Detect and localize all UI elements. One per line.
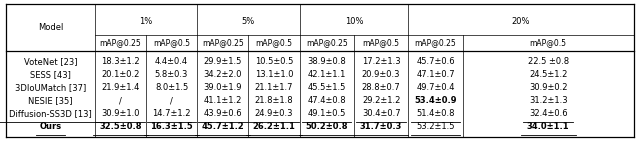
Text: /: /: [170, 96, 173, 105]
Text: 21.1±1.7: 21.1±1.7: [255, 83, 293, 92]
Text: mAP@0.25: mAP@0.25: [202, 38, 244, 48]
Text: 18.3±1.2: 18.3±1.2: [101, 57, 140, 66]
Text: 30.9±0.2: 30.9±0.2: [529, 83, 568, 92]
Text: 53.4±0.9: 53.4±0.9: [414, 96, 457, 105]
Text: 42.1±1.1: 42.1±1.1: [308, 70, 346, 79]
Text: 21.8±1.8: 21.8±1.8: [255, 96, 293, 105]
Text: mAP@0.5: mAP@0.5: [153, 38, 190, 48]
Text: 32.4±0.6: 32.4±0.6: [529, 109, 568, 118]
Text: 41.1±1.2: 41.1±1.2: [204, 96, 242, 105]
Text: 13.1±1.0: 13.1±1.0: [255, 70, 293, 79]
Text: 47.1±0.7: 47.1±0.7: [416, 70, 455, 79]
Text: 31.7±0.3: 31.7±0.3: [360, 122, 403, 131]
Text: VoteNet [23]: VoteNet [23]: [24, 57, 77, 66]
Text: 4.4±0.4: 4.4±0.4: [155, 57, 188, 66]
Text: 51.4±0.8: 51.4±0.8: [416, 109, 455, 118]
Text: 30.9±1.0: 30.9±1.0: [101, 109, 140, 118]
Text: 30.4±0.7: 30.4±0.7: [362, 109, 401, 118]
Text: 34.2±2.0: 34.2±2.0: [204, 70, 242, 79]
Text: 21.9±1.4: 21.9±1.4: [101, 83, 140, 92]
Text: 32.5±0.8: 32.5±0.8: [99, 122, 141, 131]
Text: 45.7±1.2: 45.7±1.2: [202, 122, 244, 131]
Text: 49.1±0.5: 49.1±0.5: [308, 109, 346, 118]
Text: 24.5±1.2: 24.5±1.2: [529, 70, 567, 79]
Text: 29.2±1.2: 29.2±1.2: [362, 96, 400, 105]
Text: 10%: 10%: [345, 17, 363, 26]
Text: 17.2±1.3: 17.2±1.3: [362, 57, 401, 66]
Text: 38.9±0.8: 38.9±0.8: [307, 57, 346, 66]
Text: 43.9±0.6: 43.9±0.6: [204, 109, 242, 118]
Text: 16.3±1.5: 16.3±1.5: [150, 122, 193, 131]
Text: 8.0±1.5: 8.0±1.5: [155, 83, 188, 92]
Text: mAP@0.25: mAP@0.25: [99, 38, 141, 48]
Text: 20%: 20%: [512, 17, 530, 26]
Text: 5.8±0.3: 5.8±0.3: [155, 70, 188, 79]
Text: /: /: [119, 96, 122, 105]
Text: Ours: Ours: [40, 122, 61, 131]
Text: 49.7±0.4: 49.7±0.4: [416, 83, 455, 92]
Text: 34.0±1.1: 34.0±1.1: [527, 122, 570, 131]
Text: 5%: 5%: [242, 17, 255, 26]
Text: 39.0±1.9: 39.0±1.9: [204, 83, 242, 92]
Text: 28.8±0.7: 28.8±0.7: [362, 83, 401, 92]
Text: 45.5±1.5: 45.5±1.5: [308, 83, 346, 92]
Text: mAP@0.25: mAP@0.25: [306, 38, 348, 48]
Text: 53.2±1.5: 53.2±1.5: [416, 122, 455, 131]
Text: 24.9±0.3: 24.9±0.3: [255, 109, 293, 118]
Text: mAP@0.5: mAP@0.5: [255, 38, 292, 48]
Text: mAP@0.5: mAP@0.5: [530, 38, 566, 48]
Text: 50.2±0.8: 50.2±0.8: [305, 122, 348, 131]
Text: 3DIoUMatch [37]: 3DIoUMatch [37]: [15, 83, 86, 92]
Text: mAP@0.5: mAP@0.5: [363, 38, 399, 48]
Text: SESS [43]: SESS [43]: [30, 70, 71, 79]
Text: 1%: 1%: [140, 17, 152, 26]
Text: 10.5±0.5: 10.5±0.5: [255, 57, 293, 66]
Text: 45.7±0.6: 45.7±0.6: [416, 57, 455, 66]
Text: NESIE [35]: NESIE [35]: [28, 96, 73, 105]
Text: Model: Model: [38, 23, 63, 32]
Text: 14.7±1.2: 14.7±1.2: [152, 109, 191, 118]
Text: 26.2±1.1: 26.2±1.1: [253, 122, 295, 131]
Text: 20.9±0.3: 20.9±0.3: [362, 70, 401, 79]
Text: 47.4±0.8: 47.4±0.8: [307, 96, 346, 105]
Text: 22.5 ±0.8: 22.5 ±0.8: [527, 57, 569, 66]
Text: 29.9±1.5: 29.9±1.5: [204, 57, 242, 66]
Text: 20.1±0.2: 20.1±0.2: [101, 70, 140, 79]
Text: mAP@0.25: mAP@0.25: [415, 38, 456, 48]
Text: Diffusion-SS3D [13]: Diffusion-SS3D [13]: [9, 109, 92, 118]
Text: 31.2±1.3: 31.2±1.3: [529, 96, 568, 105]
